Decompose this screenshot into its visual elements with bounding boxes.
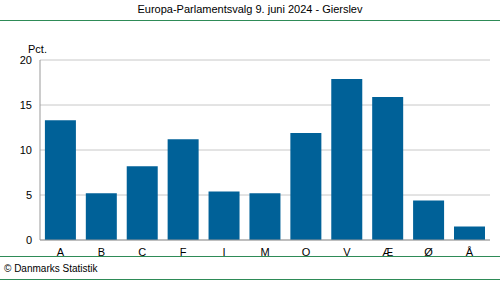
- svg-text:0: 0: [26, 234, 32, 246]
- svg-text:Ø: Ø: [424, 245, 433, 258]
- html-text:Pct.: Pct.: [28, 43, 47, 55]
- svg-text:M: M: [260, 245, 270, 258]
- svg-text:Å: Å: [465, 245, 474, 258]
- svg-text:15: 15: [20, 99, 32, 111]
- svg-text:F: F: [179, 245, 187, 258]
- svg-text:20: 20: [20, 54, 32, 66]
- svg-text:5: 5: [26, 189, 32, 201]
- html-text:Europa-Parlamentsvalg 9. juni: Europa-Parlamentsvalg 9. juni 2024 - Gie…: [137, 3, 363, 15]
- svg-text:Æ: Æ: [382, 245, 394, 258]
- svg-text:10: 10: [20, 144, 32, 156]
- svg-text:V: V: [343, 245, 351, 258]
- svg-text:B: B: [97, 245, 105, 258]
- svg-text:I: I: [222, 245, 226, 258]
- svg-text:O: O: [301, 245, 311, 258]
- html-text:© Danmarks Statistik: © Danmarks Statistik: [4, 263, 98, 274]
- svg-text:A: A: [56, 245, 65, 258]
- svg-text:C: C: [138, 245, 147, 258]
